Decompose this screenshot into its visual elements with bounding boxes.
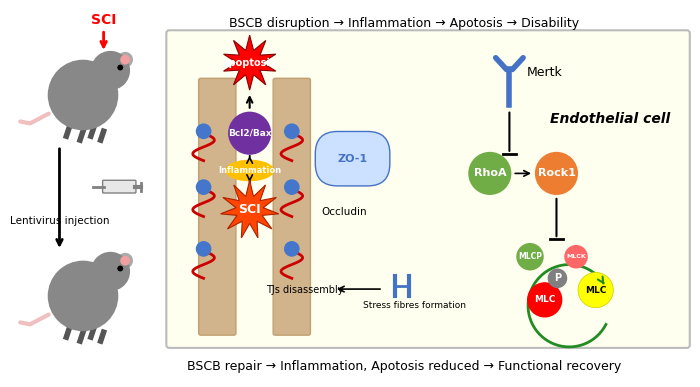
Text: Rock1: Rock1 [538,168,575,178]
Text: Endothelial cell: Endothelial cell [550,113,671,127]
Text: apoptosis: apoptosis [223,58,276,68]
Text: TJs disassembly: TJs disassembly [266,285,343,295]
Text: MLCK: MLCK [566,254,586,259]
Circle shape [468,152,512,195]
Circle shape [196,241,211,257]
Circle shape [284,179,300,195]
Text: P: P [554,273,561,283]
Text: Stress fibres formation: Stress fibres formation [363,301,466,310]
Circle shape [48,261,118,331]
Circle shape [228,111,271,155]
Text: BSCB repair → Inflammation, Apotosis reduced → Functional recovery: BSCB repair → Inflammation, Apotosis red… [188,360,622,373]
FancyBboxPatch shape [103,180,136,193]
Circle shape [120,55,130,65]
Circle shape [196,179,211,195]
Text: SCI: SCI [91,14,116,27]
Text: ZO-1: ZO-1 [337,154,368,164]
Polygon shape [223,35,276,90]
FancyBboxPatch shape [199,78,236,335]
Circle shape [118,65,123,70]
Text: RhoA: RhoA [473,168,506,178]
Circle shape [48,60,118,130]
Circle shape [517,243,544,271]
Text: MLC: MLC [534,295,555,304]
Polygon shape [220,180,279,238]
Circle shape [120,256,130,265]
Text: MLC: MLC [585,286,606,295]
Circle shape [284,123,300,139]
Ellipse shape [225,160,274,181]
Text: Inflammation: Inflammation [218,166,281,175]
FancyBboxPatch shape [273,78,310,335]
Circle shape [527,282,562,317]
Text: Lentivirus injection: Lentivirus injection [10,216,109,226]
Text: SCI: SCI [238,203,261,216]
Circle shape [118,265,123,271]
Circle shape [578,272,613,308]
Text: BSCB disruption → Inflammation → Apotosis → Disability: BSCB disruption → Inflammation → Apotosi… [230,17,580,29]
Text: Mertk: Mertk [527,66,563,79]
Circle shape [118,253,133,269]
Circle shape [91,252,130,291]
Circle shape [196,123,211,139]
FancyBboxPatch shape [167,30,690,348]
Circle shape [284,241,300,257]
Text: Bcl2/Bax: Bcl2/Bax [228,129,272,138]
Circle shape [535,152,578,195]
Circle shape [118,52,133,68]
Text: Occludin: Occludin [321,207,367,217]
Circle shape [564,245,588,269]
Circle shape [547,269,567,288]
Circle shape [91,51,130,90]
Text: MLCP: MLCP [518,252,542,261]
